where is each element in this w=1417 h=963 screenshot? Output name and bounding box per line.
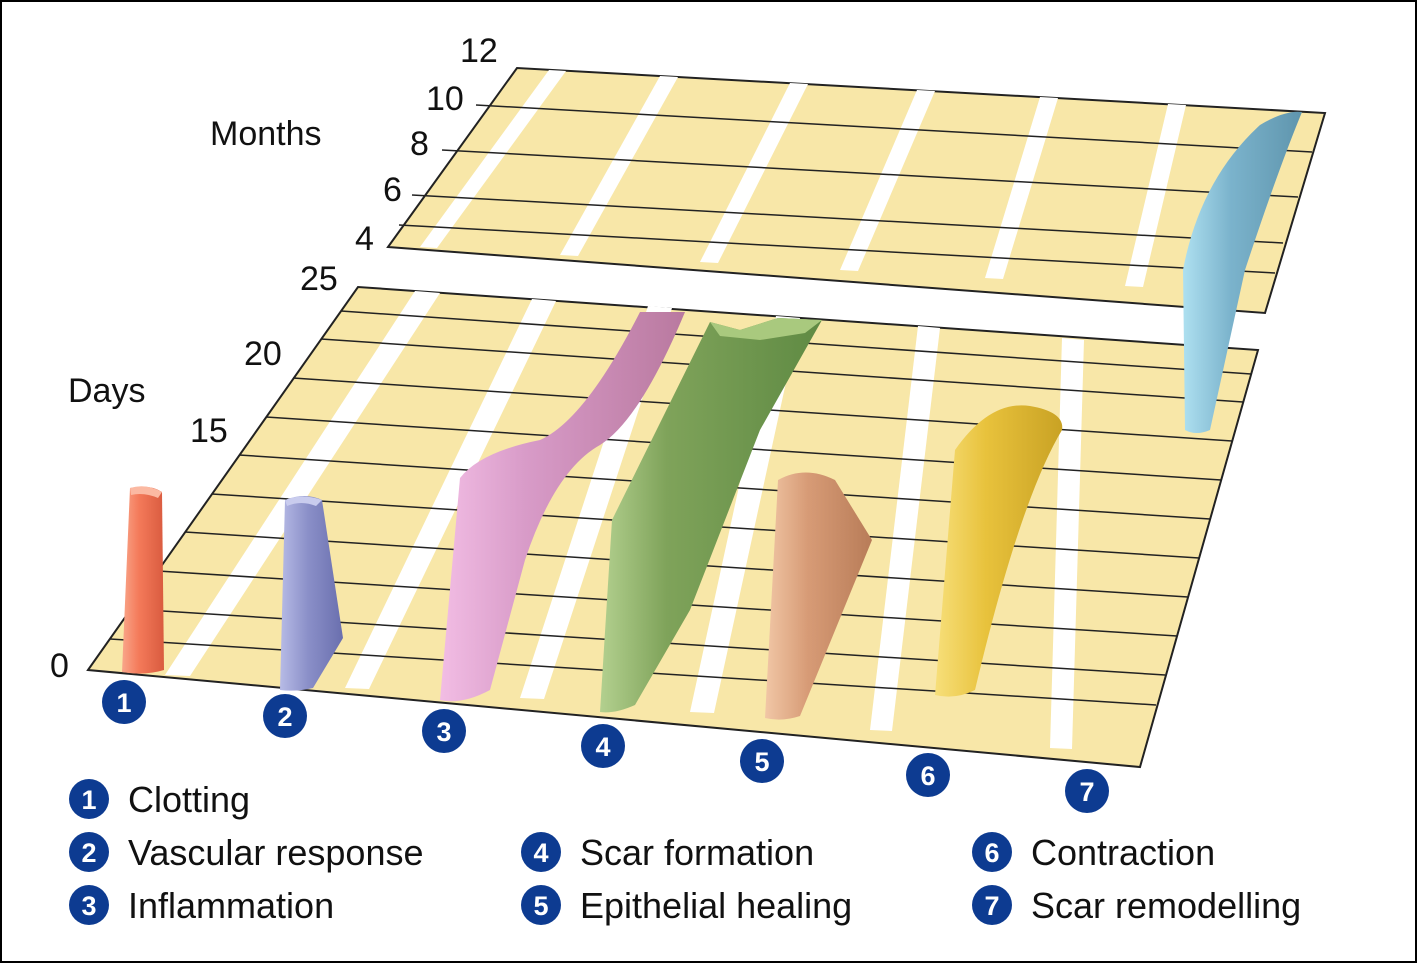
months-lane-gap: [840, 90, 935, 271]
months-lane-gap: [420, 70, 566, 248]
days-tick: 0: [50, 647, 69, 685]
base-badge-1: 1: [102, 680, 146, 724]
svg-text:1: 1: [116, 688, 131, 718]
svg-text:7: 7: [1079, 777, 1094, 807]
series-3-inflammation-ribbon: [440, 312, 685, 702]
legend-label: Inflammation: [128, 885, 334, 926]
series-4-scar-formation-ribbon: [600, 318, 822, 713]
months-lane-gap: [700, 83, 808, 263]
months-plane-surface: [386, 66, 1327, 315]
base-badge-6: 6: [906, 753, 950, 797]
svg-text:4: 4: [595, 732, 610, 762]
series-1-clotting-ribbon: [122, 486, 164, 674]
days-lane-gap: [165, 291, 440, 676]
days-lane-gap: [870, 326, 940, 731]
months-tick: 12: [460, 32, 498, 70]
series-2-vascular-response-ribbon: [280, 496, 343, 691]
series-5-epithelial-healing-ribbon: [765, 472, 872, 720]
legend: 1 Clotting 2 Vascular response 3 Inflamm…: [69, 779, 1301, 926]
days-lane-gap: [1050, 338, 1084, 749]
days-plane: 25 20 15 0 Days: [50, 260, 1260, 769]
months-lane-gap: [985, 97, 1058, 279]
base-badges: 1 2 3 4 5 6 7: [102, 680, 1109, 813]
days-tick: 25: [300, 260, 338, 298]
svg-text:3: 3: [81, 891, 96, 921]
legend-item-1: 1 Clotting: [69, 779, 250, 820]
svg-text:4: 4: [533, 838, 548, 868]
legend-label: Scar remodelling: [1031, 885, 1301, 926]
base-badge-3: 3: [422, 709, 466, 753]
svg-text:2: 2: [81, 838, 96, 868]
legend-item-7: 7 Scar remodelling: [972, 885, 1301, 926]
series-2-vascular-response-top: [285, 496, 322, 506]
svg-text:2: 2: [277, 702, 292, 732]
days-tick: 15: [190, 412, 228, 450]
months-gridlines: [398, 104, 1313, 274]
legend-label: Clotting: [128, 779, 250, 820]
months-plane: 12 10 8 6 4 Months: [210, 32, 1327, 315]
series-7-scar-remodelling-ribbon: [1183, 111, 1302, 433]
legend-label: Vascular response: [128, 832, 424, 873]
legend-label: Contraction: [1031, 832, 1215, 873]
months-tick: 6: [383, 171, 402, 209]
months-tick: 4: [355, 220, 374, 258]
svg-text:1: 1: [81, 785, 96, 815]
legend-item-3: 3 Inflammation: [69, 885, 334, 926]
months-axis-title: Months: [210, 115, 322, 153]
legend-item-2: 2 Vascular response: [69, 832, 424, 873]
legend-item-6: 6 Contraction: [972, 832, 1215, 873]
series-1-clotting-top: [130, 486, 162, 498]
base-badge-5: 5: [740, 739, 784, 783]
days-axis-title: Days: [68, 372, 145, 410]
svg-text:3: 3: [436, 717, 451, 747]
series-6-contraction-ribbon: [935, 405, 1063, 697]
months-tick: 10: [426, 80, 464, 118]
series-4-scar-formation-top: [710, 318, 822, 340]
days-lane-gap: [690, 316, 800, 713]
base-badge-7: 7: [1065, 769, 1109, 813]
days-lane-gap: [345, 299, 556, 689]
series-ribbons: [122, 111, 1302, 720]
svg-text:7: 7: [984, 891, 999, 921]
legend-label: Epithelial healing: [580, 885, 852, 926]
svg-text:6: 6: [984, 838, 999, 868]
svg-text:5: 5: [754, 747, 769, 777]
months-tick: 8: [410, 125, 429, 163]
months-lane-gap: [560, 76, 678, 256]
legend-label: Scar formation: [580, 832, 814, 873]
legend-item-5: 5 Epithelial healing: [521, 885, 852, 926]
days-tick: 20: [244, 335, 282, 373]
svg-text:6: 6: [920, 761, 935, 791]
base-badge-2: 2: [263, 694, 307, 738]
svg-text:5: 5: [533, 891, 548, 921]
base-badge-4: 4: [581, 724, 625, 768]
legend-item-4: 4 Scar formation: [521, 832, 814, 873]
months-lane-gap: [1125, 104, 1186, 287]
